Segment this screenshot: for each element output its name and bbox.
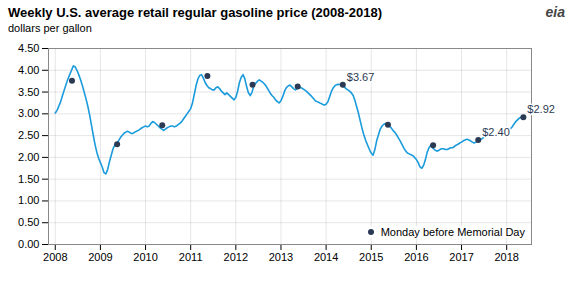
svg-text:4.50: 4.50 <box>18 42 39 54</box>
svg-text:2012: 2012 <box>224 251 248 263</box>
svg-text:2018: 2018 <box>494 251 518 263</box>
svg-text:2.50: 2.50 <box>18 129 39 141</box>
svg-text:2016: 2016 <box>404 251 428 263</box>
svg-text:3.50: 3.50 <box>18 86 39 98</box>
svg-text:1.00: 1.00 <box>18 194 39 206</box>
svg-text:0.50: 0.50 <box>18 216 39 228</box>
html-text:Monday before Memorial Day: Monday before Memorial Day <box>380 226 525 238</box>
svg-text:1.50: 1.50 <box>18 173 39 185</box>
svg-text:2010: 2010 <box>133 251 157 263</box>
svg-text:0.00: 0.00 <box>18 238 39 250</box>
svg-text:2013: 2013 <box>269 251 293 263</box>
svg-text:2009: 2009 <box>88 251 112 263</box>
svg-text:$2.92: $2.92 <box>527 103 555 115</box>
svg-text:2015: 2015 <box>359 251 383 263</box>
svg-text:2017: 2017 <box>449 251 473 263</box>
html-text:Weekly U.S. average retail reg: Weekly U.S. average retail regular gasol… <box>8 5 383 20</box>
svg-text:2014: 2014 <box>314 251 338 263</box>
svg-text:$3.67: $3.67 <box>347 71 375 83</box>
html-text:dollars per gallon: dollars per gallon <box>8 22 92 34</box>
svg-text:2008: 2008 <box>43 251 67 263</box>
svg-text:2011: 2011 <box>179 251 203 263</box>
svg-text:2.00: 2.00 <box>18 151 39 163</box>
svg-text:3.00: 3.00 <box>18 107 39 119</box>
svg-text:$2.40: $2.40 <box>482 126 510 138</box>
html-text:eia: eia <box>545 4 565 20</box>
svg-text:4.00: 4.00 <box>18 64 39 76</box>
